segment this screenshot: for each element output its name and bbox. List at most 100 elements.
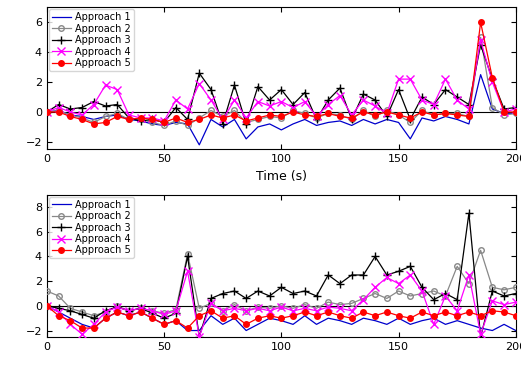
Approach 3	[501, 294, 507, 298]
Approach 2	[372, 114, 378, 119]
Approach 5	[489, 309, 495, 313]
Approach 5	[220, 316, 226, 320]
Approach 1	[114, 310, 120, 314]
Approach 1	[337, 319, 343, 323]
Approach 3	[313, 294, 319, 298]
Approach 2	[419, 108, 425, 113]
Approach 3	[278, 285, 284, 290]
Approach 2	[302, 302, 308, 307]
Approach 3	[477, 43, 483, 47]
Approach 4	[278, 305, 284, 309]
Approach 3	[442, 291, 449, 296]
Approach 4	[55, 105, 61, 110]
Legend: Approach 1, Approach 2, Approach 3, Approach 4, Approach 5: Approach 1, Approach 2, Approach 3, Appr…	[49, 197, 134, 258]
Approach 2	[454, 264, 461, 269]
Approach 5	[220, 116, 226, 120]
Line: Approach 1: Approach 1	[47, 306, 516, 330]
Approach 3	[477, 334, 483, 339]
Approach 5	[395, 113, 402, 117]
Approach 4	[172, 309, 179, 313]
Approach 2	[501, 287, 507, 292]
Approach 4	[149, 116, 155, 120]
Approach 2	[278, 116, 284, 120]
Approach 5	[349, 316, 355, 320]
Approach 2	[313, 116, 319, 120]
Approach 1	[184, 122, 191, 126]
Approach 5	[325, 310, 331, 314]
Approach 2	[442, 111, 449, 116]
Approach 5	[91, 326, 97, 330]
Approach 4	[79, 113, 85, 117]
Approach 4	[161, 312, 167, 317]
Approach 5	[313, 313, 319, 318]
Approach 2	[208, 301, 214, 306]
Approach 4	[313, 114, 319, 119]
Approach 4	[513, 107, 519, 111]
Approach 1	[290, 322, 296, 327]
Approach 1	[372, 319, 378, 323]
Approach 4	[79, 332, 85, 336]
Approach 2	[360, 296, 366, 301]
Approach 5	[477, 20, 483, 24]
Approach 3	[454, 95, 461, 99]
Approach 3	[466, 211, 472, 215]
Approach 4	[383, 275, 390, 280]
Approach 3	[44, 304, 50, 308]
Approach 4	[349, 113, 355, 117]
Approach 4	[138, 116, 144, 120]
Approach 1	[231, 316, 238, 320]
Approach 2	[91, 120, 97, 125]
Approach 3	[337, 86, 343, 90]
Approach 3	[302, 90, 308, 95]
Approach 5	[419, 110, 425, 114]
Approach 2	[184, 123, 191, 128]
Approach 1	[266, 316, 273, 320]
Approach 2	[313, 306, 319, 310]
Approach 3	[55, 306, 61, 310]
Approach 5	[172, 116, 179, 120]
Approach 5	[138, 310, 144, 314]
Approach 4	[395, 282, 402, 286]
Line: Approach 5: Approach 5	[44, 303, 518, 331]
Approach 5	[79, 326, 85, 330]
Approach 3	[184, 117, 191, 122]
Approach 4	[114, 87, 120, 92]
Approach 5	[325, 111, 331, 116]
Approach 5	[138, 116, 144, 120]
Approach 1	[161, 123, 167, 128]
Approach 4	[501, 110, 507, 114]
Approach 3	[196, 334, 203, 339]
Approach 1	[513, 328, 519, 333]
Approach 5	[184, 120, 191, 125]
Approach 3	[325, 273, 331, 277]
Approach 4	[313, 309, 319, 313]
Approach 5	[255, 116, 261, 120]
Approach 4	[466, 273, 472, 277]
Approach 5	[231, 113, 238, 117]
Approach 1	[102, 316, 108, 320]
Approach 2	[372, 291, 378, 296]
Approach 1	[266, 122, 273, 126]
Approach 1	[149, 316, 155, 320]
Approach 5	[231, 313, 238, 318]
Approach 2	[114, 304, 120, 308]
Approach 1	[220, 125, 226, 129]
Approach 4	[302, 99, 308, 104]
Approach 3	[430, 102, 437, 107]
Approach 4	[266, 309, 273, 313]
Approach 5	[302, 113, 308, 117]
Approach 2	[243, 309, 250, 313]
Approach 5	[278, 114, 284, 119]
Approach 1	[184, 328, 191, 333]
Approach 2	[477, 35, 483, 40]
Approach 5	[372, 113, 378, 117]
Approach 2	[172, 119, 179, 123]
Approach 3	[44, 110, 50, 114]
Approach 2	[91, 313, 97, 318]
Approach 1	[208, 313, 214, 318]
Approach 5	[337, 313, 343, 318]
Approach 2	[278, 304, 284, 308]
Approach 2	[430, 289, 437, 293]
Approach 3	[442, 87, 449, 92]
Approach 1	[138, 310, 144, 314]
